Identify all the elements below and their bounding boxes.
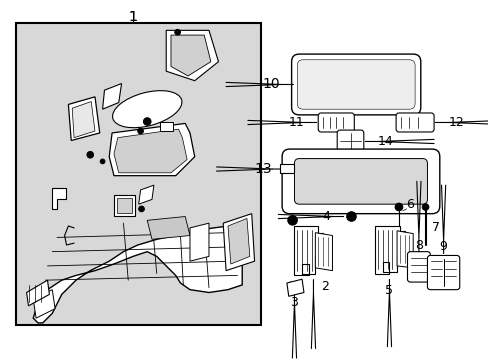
FancyBboxPatch shape [395, 113, 433, 132]
Polygon shape [190, 223, 208, 261]
Polygon shape [315, 233, 332, 271]
Polygon shape [68, 97, 100, 140]
Polygon shape [33, 223, 242, 323]
FancyBboxPatch shape [291, 54, 420, 115]
Text: 6: 6 [406, 198, 413, 211]
Text: 12: 12 [447, 116, 463, 129]
Circle shape [394, 203, 402, 211]
Polygon shape [159, 122, 173, 131]
FancyBboxPatch shape [407, 252, 429, 282]
Circle shape [87, 152, 93, 158]
Text: 10: 10 [262, 77, 280, 91]
Ellipse shape [112, 91, 182, 128]
Text: 3: 3 [290, 296, 298, 309]
Text: 14: 14 [377, 135, 393, 148]
Polygon shape [52, 188, 66, 209]
Text: 13: 13 [254, 162, 271, 176]
Circle shape [143, 118, 151, 125]
Circle shape [290, 219, 294, 222]
Text: 5: 5 [385, 284, 393, 297]
Text: 1: 1 [128, 10, 137, 24]
Circle shape [139, 206, 144, 212]
FancyBboxPatch shape [318, 113, 354, 132]
Text: 2: 2 [321, 280, 328, 293]
Polygon shape [114, 129, 187, 173]
Polygon shape [286, 279, 304, 296]
Polygon shape [171, 35, 210, 76]
Polygon shape [280, 164, 294, 173]
Bar [16, 23, 261, 325]
Circle shape [346, 212, 355, 221]
Text: 9: 9 [439, 240, 447, 253]
Circle shape [138, 128, 143, 134]
Text: 11: 11 [287, 116, 304, 129]
Polygon shape [374, 226, 404, 274]
Circle shape [100, 159, 105, 164]
Circle shape [174, 30, 180, 35]
FancyBboxPatch shape [427, 256, 459, 290]
FancyBboxPatch shape [297, 60, 414, 109]
Polygon shape [33, 290, 55, 318]
Polygon shape [166, 30, 218, 81]
Circle shape [144, 192, 150, 198]
Polygon shape [147, 216, 190, 239]
Text: 8: 8 [414, 239, 422, 252]
Bar [114, 195, 135, 216]
Polygon shape [26, 280, 49, 306]
Polygon shape [223, 214, 254, 271]
Text: 7: 7 [431, 221, 439, 234]
Polygon shape [139, 185, 154, 204]
Circle shape [421, 204, 428, 210]
Polygon shape [109, 123, 194, 176]
Bar [117, 198, 132, 213]
Text: 1: 1 [128, 10, 137, 24]
Polygon shape [102, 84, 122, 109]
FancyBboxPatch shape [282, 149, 439, 214]
Circle shape [287, 216, 297, 225]
Circle shape [396, 205, 400, 209]
Circle shape [349, 215, 353, 219]
FancyBboxPatch shape [294, 158, 427, 204]
Polygon shape [396, 231, 412, 268]
FancyBboxPatch shape [337, 130, 363, 153]
Polygon shape [294, 226, 322, 275]
Polygon shape [72, 102, 95, 138]
Polygon shape [227, 219, 249, 264]
Text: 4: 4 [322, 210, 330, 223]
